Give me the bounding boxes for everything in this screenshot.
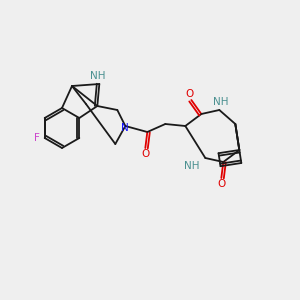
Text: N: N: [122, 123, 129, 133]
Text: NH: NH: [90, 71, 105, 81]
Text: O: O: [185, 89, 194, 99]
Text: NH: NH: [184, 161, 199, 171]
Text: O: O: [217, 179, 225, 189]
Text: O: O: [141, 149, 149, 159]
Text: NH: NH: [213, 97, 228, 107]
Text: F: F: [34, 133, 40, 143]
